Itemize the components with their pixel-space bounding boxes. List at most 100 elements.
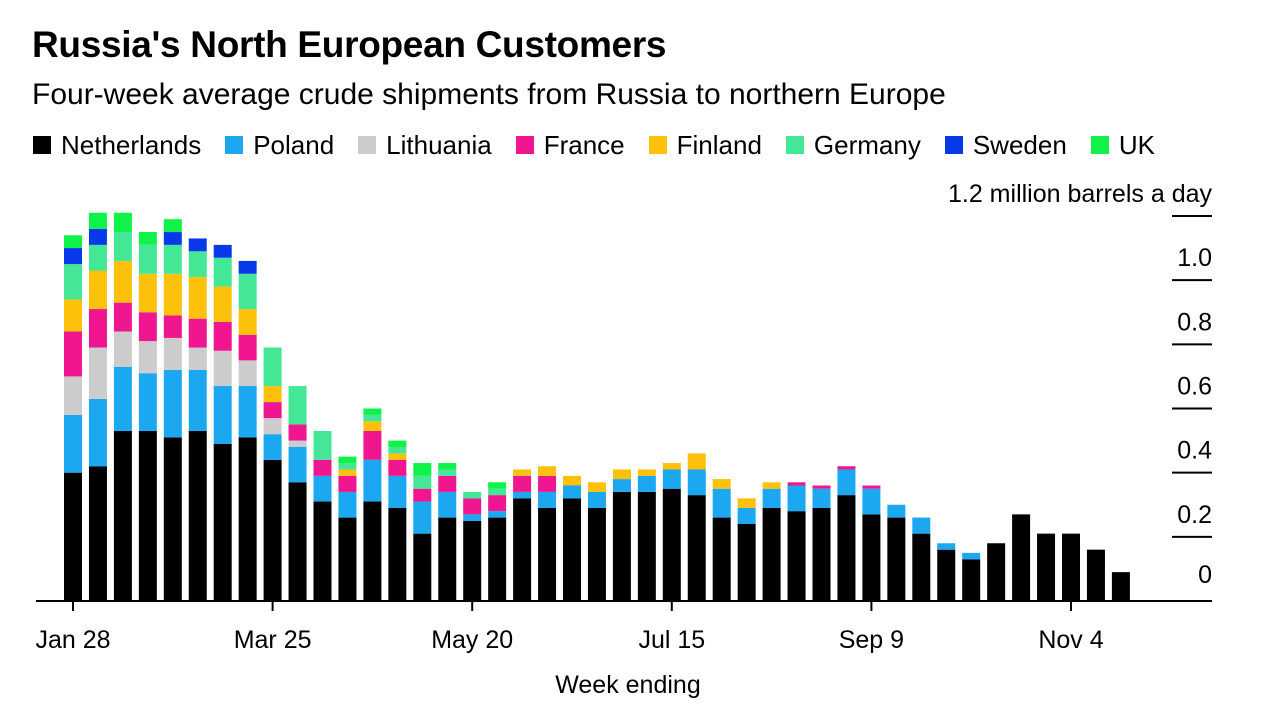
bar-segment-finland xyxy=(513,469,532,476)
bar-segment-france xyxy=(188,318,207,348)
bar-segment-netherlands xyxy=(413,533,432,602)
bar-segment-poland xyxy=(438,491,457,518)
bar-segment-finland xyxy=(138,273,157,313)
bar-segment-finland xyxy=(163,273,182,316)
bar-segment-finland xyxy=(338,469,357,476)
bar-segment-netherlands xyxy=(612,491,631,601)
bar-segment-germany xyxy=(88,244,107,271)
legend-swatch-netherlands xyxy=(33,136,51,154)
legend-item-poland: Poland xyxy=(225,130,334,161)
bar-segment-netherlands xyxy=(662,488,681,601)
bar-segment-france xyxy=(812,485,831,489)
legend-label-poland: Poland xyxy=(253,129,335,160)
bar-segment-poland xyxy=(388,475,407,508)
bar-segment-poland xyxy=(563,485,581,499)
bar-segment-poland xyxy=(113,366,132,431)
legend-swatch-finland xyxy=(648,136,667,154)
bar-segment-germany xyxy=(363,414,382,422)
bar-segment-germany xyxy=(438,469,457,476)
bar-segment-netherlands xyxy=(338,517,357,601)
legend-item-france: France xyxy=(515,130,625,161)
bar-segment-france xyxy=(837,466,856,470)
legend-swatch-germany xyxy=(785,136,804,154)
bar-segment-lithuania xyxy=(263,418,282,435)
bar-segment-sweden xyxy=(188,238,207,252)
bar-segment-finland xyxy=(762,482,781,489)
bar-segment-poland xyxy=(937,543,956,550)
y-tick-label: 1.0 xyxy=(1177,244,1212,272)
bar-segment-france xyxy=(438,475,457,492)
bar-segment-netherlands xyxy=(887,517,906,601)
bar-segment-lithuania xyxy=(138,341,157,374)
bar-segment-germany xyxy=(213,257,232,287)
bar-segment-poland xyxy=(238,386,257,438)
y-tick-label: 0.6 xyxy=(1177,373,1212,401)
bar-segment-finland xyxy=(363,421,382,431)
bar-segment-france xyxy=(363,430,382,460)
bar-segment-germany xyxy=(313,430,332,460)
bar-segment-finland xyxy=(64,299,82,332)
x-tick-label: Mar 25 xyxy=(234,626,312,654)
legend-item-netherlands: Netherlands xyxy=(33,130,201,161)
bar-segment-netherlands xyxy=(987,543,1006,601)
bar-segment-poland xyxy=(288,447,307,483)
bar-segment-netherlands xyxy=(163,437,182,602)
bar-segment-netherlands xyxy=(188,430,207,601)
bar-segment-germany xyxy=(138,244,157,274)
legend-item-uk: UK xyxy=(1090,129,1155,161)
bar-segment-poland xyxy=(712,488,731,518)
chart-title: Russia's North European Customers xyxy=(32,24,667,65)
bar-segment-france xyxy=(488,495,507,512)
bar-segment-lithuania xyxy=(64,376,82,415)
bar-segment-poland xyxy=(587,491,606,508)
bar-segment-poland xyxy=(538,491,557,508)
bar-segment-poland xyxy=(513,491,532,499)
legend-item-finland: Finland xyxy=(648,130,762,161)
y-axis-ticks: 0 0.2 0.4 0.6 0.8 1.0 1.2 million barrels a da… xyxy=(948,180,1213,589)
bar-segment-uk xyxy=(438,463,457,470)
bar-segment-germany xyxy=(188,251,207,277)
x-tick-label: Jul 15 xyxy=(638,626,705,654)
bar-segment-france xyxy=(787,482,806,486)
bar-segment-poland xyxy=(338,491,357,518)
legend-label-lithuania: Lithuania xyxy=(386,129,492,160)
bar-segment-poland xyxy=(463,514,482,521)
bar-segment-germany xyxy=(463,491,482,499)
legend-swatch-sweden xyxy=(944,136,963,154)
bar-segment-germany xyxy=(163,244,182,274)
bar-segment-sweden xyxy=(88,228,107,245)
bar-segment-poland xyxy=(413,501,432,534)
bar-segment-germany xyxy=(288,386,307,425)
y-tick-label: 0.2 xyxy=(1177,501,1212,529)
y-tick-label: 0.8 xyxy=(1177,308,1212,336)
bar-segment-poland xyxy=(64,414,82,473)
bar-segment-poland xyxy=(737,507,756,524)
bar-segment-lithuania xyxy=(288,440,307,447)
bar-segment-netherlands xyxy=(513,498,532,601)
bar-segment-netherlands xyxy=(587,507,606,601)
bar-segment-finland xyxy=(612,469,631,480)
bar-segment-sweden xyxy=(64,248,82,265)
bar-segment-netherlands xyxy=(637,491,656,601)
bar-segment-uk xyxy=(163,219,182,233)
bar-segment-netherlands xyxy=(138,430,157,601)
bar-segment-germany xyxy=(238,273,257,310)
legend-label-uk: UK xyxy=(1118,129,1155,160)
bar-segment-germany xyxy=(413,475,432,489)
chart-subtitle: Four-week average crude shipments from R… xyxy=(32,78,946,111)
bar-segment-poland xyxy=(812,488,831,508)
bar-segment-france xyxy=(64,331,82,377)
bar-segment-netherlands xyxy=(488,517,507,601)
x-axis-label: Week ending xyxy=(555,671,700,699)
bar-segment-germany xyxy=(338,463,357,470)
legend-label-germany: Germany xyxy=(813,129,921,160)
bar-segment-poland xyxy=(188,370,207,431)
bar-segment-netherlands xyxy=(787,511,806,601)
bar-segment-germany xyxy=(113,232,132,261)
bar-segment-poland xyxy=(862,488,881,515)
bar-segment-lithuania xyxy=(238,360,257,387)
legend: Netherlands Poland Lithuania France Finland G… xyxy=(33,128,1155,162)
bar-segment-uk xyxy=(64,235,82,249)
bar-segment-france xyxy=(862,485,881,489)
bar-segment-france xyxy=(313,459,332,476)
